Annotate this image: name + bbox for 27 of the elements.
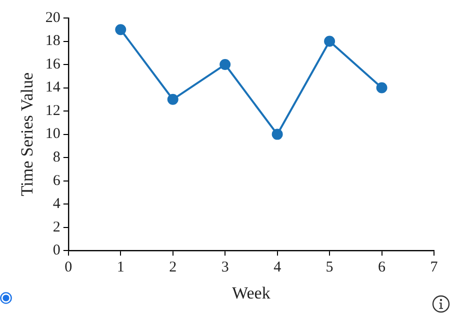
y-tick-label: 0 [52,242,60,259]
x-tick-label: 3 [221,260,229,276]
point [167,94,178,105]
x-tick-label: 5 [326,260,334,276]
y-tick-label: 6 [52,172,61,189]
y-tick-label: 18 [45,33,60,50]
y-tick-label: 8 [52,149,60,166]
point [324,36,336,47]
y-tick-label: 20 [45,10,60,26]
point [376,82,388,94]
y-tick-label: 12 [45,102,60,119]
point [272,128,283,140]
x-tick-label: 0 [64,260,72,276]
y-axis-title: Time Series Value [18,72,37,196]
x-tick-label: 2 [169,260,177,276]
y-tick-label: 10 [45,126,60,142]
y-tick-label: 2 [52,219,60,236]
point [115,24,126,36]
y-tick-label: 14 [45,80,61,96]
y-tick-label: 16 [45,56,61,72]
x-tick-label: 1 [116,260,124,276]
y-tick-label: 4 [52,196,61,212]
x-axis-title: Week [232,283,271,302]
point [220,59,231,70]
x-tick-label: 6 [378,260,386,276]
x-tick-label: 4 [274,260,282,276]
x-tick-label: 7 [430,260,438,276]
